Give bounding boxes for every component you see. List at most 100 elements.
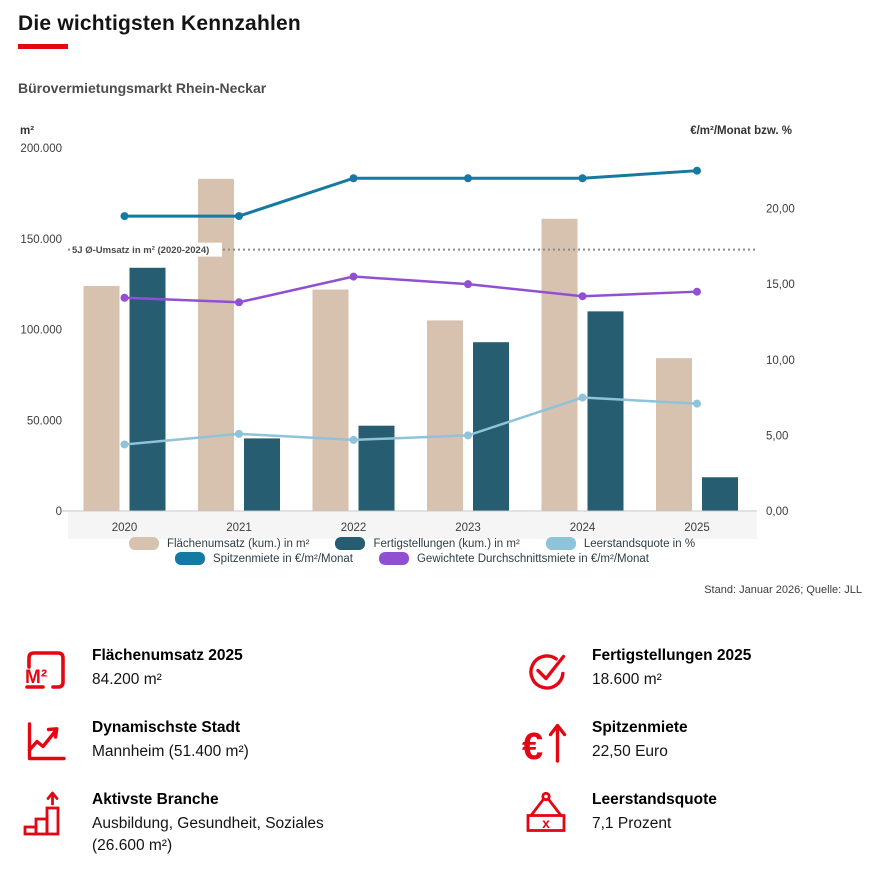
key-figure: M² Flächenumsatz 2025 84.200 m²: [22, 646, 522, 694]
left-axis-tick: 200.000: [20, 143, 62, 155]
legend-swatch-icon: [545, 537, 576, 550]
bar-flaechenumsatz: [656, 358, 692, 511]
line-durchschnittsmiete: [124, 275, 698, 304]
x-axis-label: 2024: [570, 522, 596, 534]
left-axis-tick: 150.000: [20, 234, 62, 246]
right-axis-tick: 5,00: [766, 430, 788, 442]
line-durchschnittsmiete-marker: [120, 293, 129, 302]
legend-swatch-icon: [378, 552, 409, 565]
line-spitzenmiete-marker: [693, 166, 701, 175]
key-figure-title: Fertigstellungen 2025: [592, 647, 752, 664]
left-axis-tick: 50.000: [27, 415, 62, 427]
title-accent-bar: [18, 44, 68, 49]
key-figure-value: Mannheim (51.400 m²): [92, 743, 249, 760]
avg-reference-label: 5J Ø-Umsatz in m² (2020-2024): [72, 245, 209, 256]
line-durchschnittsmiete-marker: [693, 287, 701, 296]
line-spitzenmiete-marker: [120, 212, 129, 221]
key-figure-value: Ausbildung, Gesundheit, Soziales: [92, 815, 324, 832]
x-axis-label: 2022: [341, 522, 367, 534]
line-leerstandsquote-marker: [464, 431, 472, 440]
key-figure: x Leerstandsquote 7,1 Prozent: [522, 790, 751, 857]
key-figure-title: Spitzenmiete: [592, 719, 688, 736]
legend-swatch-icon: [175, 552, 205, 565]
svg-text:M²: M²: [25, 667, 47, 688]
left-axis-tick: 100.000: [20, 325, 62, 337]
key-figure-title: Flächenumsatz 2025: [92, 647, 243, 664]
combo-chart: m² €/m²/Monat bzw. % 200.000 150.000 100.000…: [20, 125, 795, 539]
trend-arrow-icon: [22, 718, 70, 766]
legend-item: Leerstandsquote in %: [545, 537, 695, 550]
key-figure-value: 22,50 Euro: [592, 743, 668, 760]
bar-flaechenumsatz: [541, 218, 578, 511]
legend-item: Fertigstellungen (kum.) in m²: [335, 537, 520, 550]
svg-text:x: x: [542, 815, 550, 831]
key-figure: € Spitzenmiete 22,50 Euro: [522, 718, 751, 766]
line-spitzenmiete: [124, 169, 698, 218]
key-figure-text: Fertigstellungen 2025 18.600 m²: [592, 646, 751, 691]
key-figure: Fertigstellungen 2025 18.600 m²: [522, 646, 751, 694]
line-spitzenmiete-marker: [464, 174, 472, 183]
bar-fertigstellungen: [129, 267, 166, 511]
avg-label-bg: [70, 242, 222, 257]
x-axis-band: [68, 512, 757, 539]
bar-fertigstellungen: [587, 311, 624, 511]
line-durchschnittsmiete-marker: [349, 272, 358, 281]
right-axis-tick: 10,00: [766, 355, 795, 367]
source-note: Stand: Januar 2026; Quelle: JLL: [704, 584, 862, 596]
line-durchschnittsmiete-marker: [578, 292, 587, 301]
stairs-arrow-icon: [22, 790, 70, 838]
key-figure-title: Leerstandsquote: [592, 791, 717, 808]
line-leerstandsquote: [124, 396, 698, 446]
key-figure-text: Dynamischste Stadt Mannheim (51.400 m²): [92, 718, 249, 763]
legend-item: Spitzenmiete in €/m²/Monat: [175, 552, 353, 565]
legend-row: Spitzenmiete in €/m²/Monat Gewichtete Dur…: [162, 552, 662, 565]
bar-fertigstellungen: [244, 438, 280, 511]
chart-title: Bürovermietungsmarkt Rhein-Neckar: [18, 80, 267, 96]
line-leerstandsquote-marker: [235, 429, 243, 438]
x-axis-label: 2020: [112, 522, 138, 534]
bar-flaechenumsatz: [427, 320, 463, 511]
x-axis-label: 2021: [226, 522, 252, 534]
m2-square-icon: M²: [22, 646, 70, 694]
key-figure-title: Aktivste Branche: [92, 791, 219, 808]
euro-arrow-up-icon: €: [522, 718, 570, 766]
legend-swatch-icon: [335, 537, 366, 550]
line-spitzenmiete-marker: [578, 174, 587, 183]
check-circle-icon: [522, 646, 570, 694]
legend-label: Spitzenmiete in €/m²/Monat: [213, 552, 353, 565]
line-leerstandsquote-marker: [693, 399, 701, 408]
line-leerstandsquote-marker: [349, 435, 358, 444]
legend-row: Flächenumsatz (kum.) in m² Fertigstellung…: [116, 537, 708, 550]
vacancy-sign-icon: x: [522, 790, 570, 838]
svg-text:€: €: [522, 726, 543, 766]
key-figure-value: (26.600 m²): [92, 837, 173, 854]
legend-swatch-icon: [128, 537, 159, 550]
bar-flaechenumsatz: [198, 178, 234, 511]
line-spitzenmiete-marker: [235, 212, 243, 221]
page-title: Die wichtigsten Kennzahlen: [18, 12, 301, 35]
right-axis-tick: 0,00: [766, 506, 788, 518]
legend-item: Flächenumsatz (kum.) in m²: [128, 537, 310, 550]
bar-flaechenumsatz: [83, 285, 120, 511]
key-figure-text: Aktivste Branche Ausbildung, Gesundheit, …: [92, 790, 324, 857]
line-spitzenmiete-marker: [349, 174, 358, 183]
right-axis-tick: 15,00: [766, 279, 795, 291]
right-axis-title: €/m²/Monat bzw. %: [690, 125, 792, 137]
key-figure-text: Spitzenmiete 22,50 Euro: [592, 718, 688, 763]
x-axis-label: 2025: [684, 522, 710, 534]
key-figure: Dynamischste Stadt Mannheim (51.400 m²): [22, 718, 522, 766]
chart-legend: Flächenumsatz (kum.) in m² Fertigstellung…: [0, 537, 824, 565]
key-figure-value: 7,1 Prozent: [592, 815, 672, 832]
left-axis-title: m²: [20, 125, 34, 137]
legend-label: Flächenumsatz (kum.) in m²: [166, 537, 310, 550]
key-figure-value: 84.200 m²: [92, 671, 162, 688]
left-axis-tick: 0: [56, 506, 62, 518]
x-axis-label: 2023: [455, 522, 481, 534]
key-figure-title: Dynamischste Stadt: [92, 719, 241, 736]
key-figure: Aktivste Branche Ausbildung, Gesundheit, …: [22, 790, 522, 857]
key-figure-value: 18.600 m²: [592, 671, 662, 688]
legend-item: Gewichtete Durchschnittsmiete in €/m²/Mo…: [378, 552, 649, 565]
legend-label: Gewichtete Durchschnittsmiete in €/m²/Mo…: [416, 552, 649, 565]
bar-fertigstellungen: [702, 477, 738, 511]
key-figures-section: M² Flächenumsatz 2025 84.200 m² Dynamischst…: [22, 646, 751, 857]
